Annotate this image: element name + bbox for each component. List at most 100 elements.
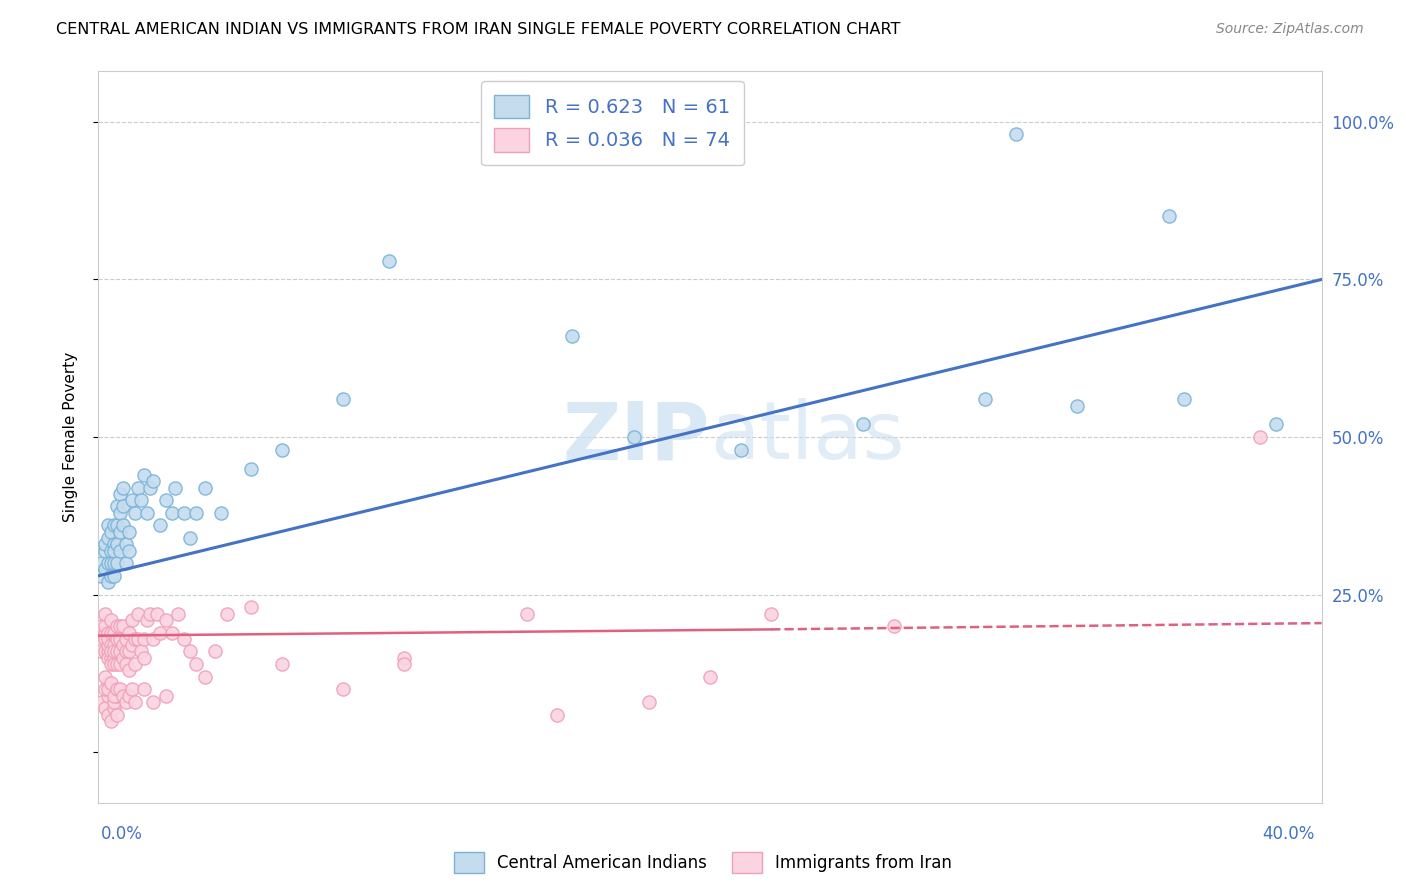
Point bbox=[100, 657, 122, 671]
Point bbox=[90, 569, 112, 583]
Point bbox=[155, 613, 177, 627]
Point bbox=[90, 556, 112, 570]
Point bbox=[100, 638, 122, 652]
Point bbox=[108, 644, 131, 658]
Point bbox=[105, 500, 128, 514]
Point bbox=[97, 650, 120, 665]
Point bbox=[637, 695, 661, 709]
Point bbox=[974, 392, 997, 407]
Point bbox=[93, 543, 115, 558]
Point bbox=[1249, 430, 1271, 444]
Point bbox=[100, 682, 122, 697]
Point bbox=[103, 638, 125, 652]
Point bbox=[134, 467, 156, 482]
Point bbox=[105, 537, 128, 551]
Point bbox=[103, 537, 125, 551]
Point bbox=[108, 506, 131, 520]
Point bbox=[155, 493, 177, 508]
Point bbox=[100, 650, 122, 665]
Point bbox=[127, 632, 149, 646]
Point bbox=[129, 493, 152, 508]
Point bbox=[100, 644, 122, 658]
Point bbox=[90, 695, 112, 709]
Point bbox=[332, 392, 354, 407]
Point bbox=[105, 707, 128, 722]
Point bbox=[136, 506, 159, 520]
Point bbox=[167, 607, 190, 621]
Point bbox=[97, 707, 120, 722]
Point bbox=[103, 625, 125, 640]
Point bbox=[121, 613, 143, 627]
Point bbox=[209, 506, 232, 520]
Point bbox=[100, 524, 122, 539]
Point bbox=[699, 670, 721, 684]
Point bbox=[97, 531, 120, 545]
Point bbox=[103, 689, 125, 703]
Point bbox=[121, 493, 143, 508]
Point bbox=[111, 518, 134, 533]
Point bbox=[173, 506, 195, 520]
Point bbox=[108, 524, 131, 539]
Point bbox=[108, 619, 131, 633]
Point bbox=[332, 682, 354, 697]
Point bbox=[90, 638, 112, 652]
Point bbox=[270, 657, 292, 671]
Point bbox=[97, 632, 120, 646]
Point bbox=[118, 644, 141, 658]
Y-axis label: Single Female Poverty: Single Female Poverty bbox=[63, 352, 77, 522]
Point bbox=[100, 569, 122, 583]
Point bbox=[108, 487, 131, 501]
Point bbox=[111, 689, 134, 703]
Point bbox=[179, 644, 201, 658]
Text: Source: ZipAtlas.com: Source: ZipAtlas.com bbox=[1216, 22, 1364, 37]
Point bbox=[93, 625, 115, 640]
Point bbox=[103, 657, 125, 671]
Point bbox=[103, 695, 125, 709]
Text: CENTRAL AMERICAN INDIAN VS IMMIGRANTS FROM IRAN SINGLE FEMALE POVERTY CORRELATIO: CENTRAL AMERICAN INDIAN VS IMMIGRANTS FR… bbox=[56, 22, 901, 37]
Point bbox=[215, 607, 238, 621]
Point bbox=[124, 657, 146, 671]
Point bbox=[100, 613, 122, 627]
Point bbox=[186, 657, 208, 671]
Point bbox=[105, 556, 128, 570]
Point bbox=[121, 638, 143, 652]
Legend: Central American Indians, Immigrants from Iran: Central American Indians, Immigrants fro… bbox=[447, 846, 959, 880]
Point bbox=[142, 695, 165, 709]
Point bbox=[105, 632, 128, 646]
Point bbox=[93, 701, 115, 715]
Point bbox=[108, 632, 131, 646]
Point bbox=[111, 500, 134, 514]
Point bbox=[124, 506, 146, 520]
Point bbox=[103, 701, 125, 715]
Point bbox=[100, 625, 122, 640]
Point bbox=[105, 689, 128, 703]
Point bbox=[97, 575, 120, 590]
Point bbox=[1173, 392, 1195, 407]
Point bbox=[93, 644, 115, 658]
Point bbox=[97, 638, 120, 652]
Point bbox=[392, 650, 416, 665]
Point bbox=[160, 625, 183, 640]
Point bbox=[97, 518, 120, 533]
Point bbox=[121, 682, 143, 697]
Point bbox=[105, 644, 128, 658]
Point bbox=[124, 695, 146, 709]
Point bbox=[173, 632, 195, 646]
Point bbox=[90, 632, 112, 646]
Point bbox=[160, 506, 183, 520]
Point bbox=[111, 650, 134, 665]
Point bbox=[136, 613, 159, 627]
Point bbox=[149, 518, 172, 533]
Point bbox=[118, 543, 141, 558]
Point bbox=[100, 543, 122, 558]
Point bbox=[623, 430, 645, 444]
Point bbox=[100, 714, 122, 728]
Point bbox=[134, 682, 156, 697]
Point bbox=[270, 442, 292, 457]
Point bbox=[852, 417, 875, 432]
Point bbox=[105, 657, 128, 671]
Point bbox=[129, 644, 152, 658]
Point bbox=[204, 644, 226, 658]
Text: ZIP: ZIP bbox=[562, 398, 710, 476]
Point bbox=[90, 619, 112, 633]
